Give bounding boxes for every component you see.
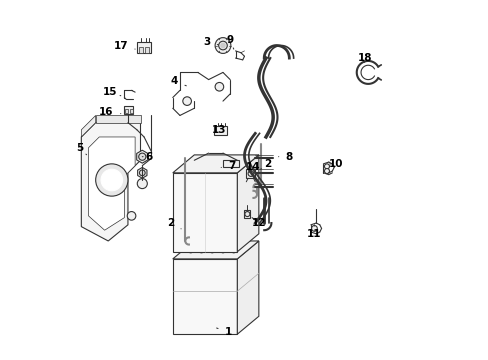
Circle shape (230, 247, 236, 253)
Text: 13: 13 (212, 125, 226, 135)
Circle shape (209, 247, 215, 253)
Text: 14: 14 (245, 162, 260, 172)
Polygon shape (137, 167, 147, 178)
Polygon shape (96, 116, 140, 123)
Circle shape (215, 38, 230, 53)
Text: 5: 5 (76, 143, 86, 155)
Bar (139, 47, 142, 53)
Polygon shape (237, 155, 258, 252)
Bar (129, 109, 132, 113)
Text: 2: 2 (167, 218, 181, 229)
Text: 1: 1 (216, 327, 231, 337)
Bar (214, 126, 226, 135)
Polygon shape (81, 123, 140, 241)
Circle shape (215, 82, 223, 91)
Bar (125, 109, 128, 113)
Text: 18: 18 (357, 53, 371, 63)
Circle shape (101, 169, 122, 191)
Circle shape (211, 240, 220, 249)
Text: 11: 11 (306, 225, 321, 239)
Text: 10: 10 (328, 159, 343, 169)
Circle shape (127, 212, 136, 220)
Circle shape (139, 170, 145, 176)
Bar (246, 169, 255, 178)
Circle shape (221, 43, 224, 48)
Circle shape (96, 164, 128, 196)
Text: 12: 12 (251, 217, 265, 228)
Bar (124, 107, 133, 114)
Text: 8: 8 (278, 152, 292, 162)
Circle shape (198, 247, 204, 253)
Text: 15: 15 (102, 87, 121, 97)
Polygon shape (137, 150, 147, 163)
Circle shape (311, 226, 317, 231)
Polygon shape (172, 241, 258, 259)
Circle shape (187, 247, 193, 253)
Text: 6: 6 (142, 152, 153, 162)
Circle shape (183, 97, 191, 105)
Polygon shape (244, 211, 249, 218)
Circle shape (213, 242, 218, 247)
Circle shape (247, 171, 253, 176)
Polygon shape (172, 155, 258, 173)
Circle shape (244, 212, 249, 217)
Text: 3: 3 (203, 37, 218, 47)
Text: 7: 7 (221, 161, 235, 171)
Text: 9: 9 (226, 35, 233, 49)
Polygon shape (223, 160, 239, 167)
Polygon shape (172, 259, 237, 334)
Text: 4: 4 (170, 76, 186, 86)
Circle shape (188, 242, 192, 247)
Polygon shape (237, 241, 258, 334)
Circle shape (139, 153, 145, 160)
Text: 16: 16 (99, 107, 121, 117)
Circle shape (324, 164, 329, 169)
Circle shape (220, 247, 225, 253)
Circle shape (218, 41, 227, 50)
Text: 2: 2 (260, 159, 271, 169)
Circle shape (186, 240, 195, 249)
Bar (137, 42, 151, 53)
Circle shape (137, 179, 147, 189)
Circle shape (324, 168, 329, 174)
Polygon shape (172, 173, 237, 252)
Text: 17: 17 (113, 41, 135, 50)
Polygon shape (81, 116, 96, 137)
Bar (144, 47, 149, 53)
Polygon shape (88, 137, 135, 230)
